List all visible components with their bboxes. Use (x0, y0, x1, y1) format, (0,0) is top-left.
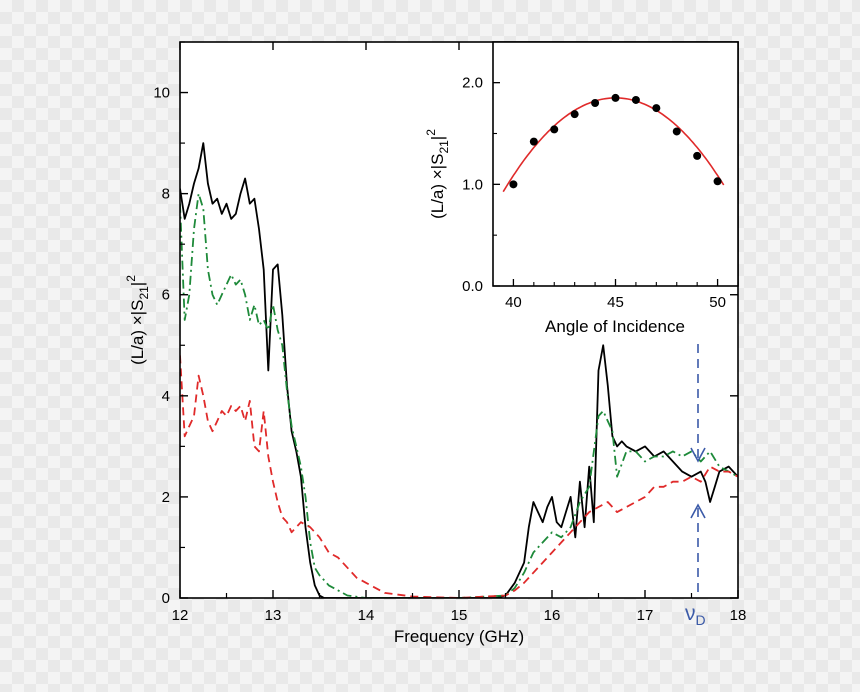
inset-y-axis-label: (L/a) ×|S21|2 (424, 129, 451, 219)
inset-series-group (502, 93, 725, 193)
inset-data-point (652, 104, 661, 113)
inset-data-point (611, 93, 620, 102)
inset-y-tick-label: 1.0 (462, 176, 483, 193)
main-x-tick-label: 14 (358, 607, 375, 624)
nu-d-label: νD (685, 602, 706, 628)
inset-data-point (570, 110, 579, 119)
inset-data-point (529, 137, 538, 146)
nu-d-arrowhead-up (690, 503, 706, 519)
main-y-tick-label: 2 (162, 489, 170, 506)
main-x-axis-label: Frequency (GHz) (394, 627, 524, 646)
main-x-tick-label: 15 (451, 607, 468, 624)
inset-data-point (631, 95, 640, 104)
main-series-line-3 (180, 355, 738, 598)
inset-ticks: 40 45 50 0.0 1.0 2.0 (462, 75, 739, 311)
inset-y-tick-label: 2.0 (462, 75, 483, 92)
main-y-tick-label: 8 (162, 186, 170, 203)
inset-y-tick-label: 0.0 (462, 278, 483, 295)
main-x-tick-label: 17 (637, 607, 654, 624)
main-x-tick-label: 12 (172, 607, 189, 624)
main-y-axis-label: (L/a) ×|S21|2 (124, 275, 151, 365)
inset-x-tick-label: 50 (709, 294, 726, 311)
nu-d-annotation: νD (685, 344, 706, 628)
inset-x-axis-label: Angle of Incidence (545, 317, 685, 336)
inset-data-point (509, 180, 518, 189)
inset-frame (492, 41, 739, 287)
main-y-tick-label: 4 (162, 388, 170, 405)
main-y-tick-label: 10 (153, 85, 170, 102)
main-series-group (180, 142, 738, 598)
inset-data-point (550, 125, 559, 134)
main-y-tick-label: 6 (162, 287, 170, 304)
main-series-line-2 (180, 192, 738, 598)
main-y-tick-label: 0 (162, 590, 170, 607)
inset-chart: 40 45 50 0.0 1.0 2.0 Angle of Incidence (L/a)… (424, 41, 739, 336)
main-frame (179, 41, 739, 599)
main-x-tick-label: 16 (544, 607, 561, 624)
inset-data-point (713, 177, 722, 186)
inset-x-tick-label: 40 (505, 294, 522, 311)
inset-data-point (672, 127, 681, 136)
inset-x-tick-label: 45 (607, 294, 624, 311)
main-x-tick-label: 13 (265, 607, 282, 624)
inset-data-point (693, 151, 702, 160)
inset-plot-area (493, 42, 738, 286)
nu-d-arrowhead-down (690, 447, 706, 463)
inset-data-point (591, 99, 600, 107)
main-series-line-1 (180, 142, 738, 598)
main-x-tick-label: 18 (730, 607, 747, 624)
